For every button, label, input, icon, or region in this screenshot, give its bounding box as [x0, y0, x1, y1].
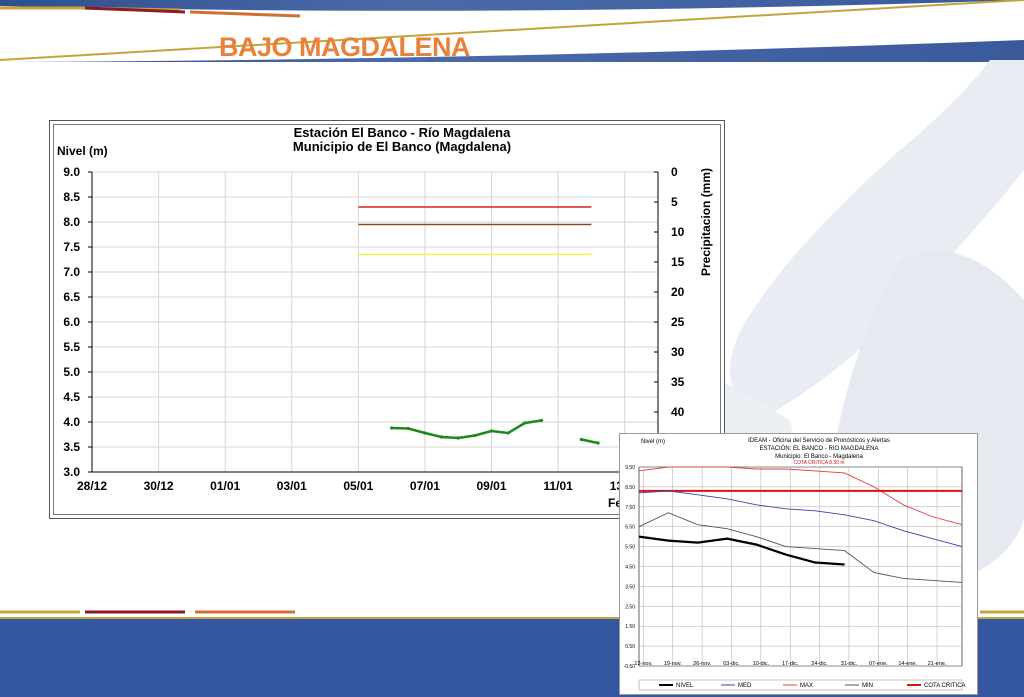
- inset-legend-box: [638, 679, 963, 691]
- inset-legend-label: COTA CRITICA: [924, 683, 966, 689]
- y2-tick-label: 30: [671, 345, 685, 359]
- inset-critical-label: COTA CRITICA 8.30 m: [793, 460, 844, 466]
- page-title: BAJO MAGDALENA: [219, 32, 471, 62]
- inset-series-nivel: [638, 535, 845, 566]
- level-point: [423, 431, 427, 435]
- inset-y-tick: 1.50: [625, 624, 635, 630]
- inset-y-tick: 6.50: [625, 525, 635, 531]
- y-tick-label: 9.0: [63, 165, 80, 179]
- y-tick-label: 5.0: [63, 365, 80, 379]
- inset-legend-label: MIN: [862, 683, 873, 689]
- y-tick-label: 3.5: [63, 440, 80, 454]
- y2-tick-label: 40: [671, 405, 685, 419]
- x-tick-label: 07/01: [410, 479, 440, 493]
- x-tick-label: 30/12: [144, 479, 174, 493]
- inset-header: IDEAM - Oficina del Servicio de Pronósti…: [748, 438, 890, 444]
- inset-chart: Nivel (m) IDEAM - Oficina del Servicio d…: [624, 438, 966, 691]
- x-tick-label: 09/01: [477, 479, 507, 493]
- y-tick-label: 5.5: [63, 340, 80, 354]
- level-point: [489, 429, 494, 433]
- inset-x-tick: 19-nov.: [664, 661, 682, 667]
- inset-y-tick: 4.50: [625, 565, 635, 571]
- y-tick-label: 8.5: [63, 190, 80, 204]
- chart-title: Estación El Banco - Río Magdalena: [294, 125, 511, 140]
- inset-series-max: [638, 466, 963, 526]
- y2-tick-label: 20: [671, 285, 685, 299]
- y-tick-label: 8.0: [63, 215, 80, 229]
- chart-subtitle: Municipio de El Banco (Magdalena): [293, 139, 511, 154]
- x-tick-label: 11/01: [543, 479, 573, 493]
- inset-y-tick: 9.50: [625, 465, 635, 471]
- x-tick-label: 05/01: [343, 479, 373, 493]
- inset-municipality: Municipio: El Banco - Magdalena: [775, 454, 863, 460]
- inset-x-tick: 14-ene.: [898, 661, 917, 667]
- y-axis-label: Nivel (m): [57, 144, 108, 158]
- y-tick-label: 6.0: [63, 315, 80, 329]
- level-series-line: [581, 438, 599, 445]
- level-series-line: [391, 419, 542, 440]
- y2-axis-label: Precipitacion (mm): [699, 168, 713, 276]
- inset-x-tick: 03-dic.: [723, 661, 740, 667]
- inset-x-tick: 31-dic.: [841, 661, 858, 667]
- inset-y-tick: 3.50: [625, 584, 635, 590]
- x-tick-label: 28/12: [77, 479, 107, 493]
- inset-y-tick: 7.50: [625, 505, 635, 511]
- level-point: [390, 426, 394, 430]
- x-axis-label: Fe: [608, 496, 622, 510]
- y-tick-label: 4.5: [63, 390, 80, 404]
- y2-tick-label: 35: [671, 375, 685, 389]
- x-tick-label: 01/01: [210, 479, 240, 493]
- inset-station: ESTACIÓN: EL BANCO - RIO MAGDALENA: [759, 445, 878, 452]
- level-point: [539, 418, 544, 423]
- inset-x-tick: 26-nov.: [693, 661, 711, 667]
- level-point: [473, 433, 477, 438]
- inset-legend-label: MED: [738, 683, 752, 689]
- inset-series-med: [638, 490, 963, 548]
- y2-tick-label: 10: [671, 225, 685, 239]
- inset-legend-label: MAX: [800, 683, 813, 689]
- inset-x-tick: 12-nov.: [634, 661, 652, 667]
- inset-x-tick: 17-dic.: [782, 661, 799, 667]
- inset-y-tick: -0.50: [624, 664, 636, 670]
- y-tick-label: 6.5: [63, 290, 80, 304]
- inset-y-tick: 5.50: [625, 545, 635, 551]
- inset-y-tick: 0.50: [625, 644, 635, 650]
- level-point: [523, 421, 527, 425]
- inset-legend-label: NIVEL: [676, 683, 694, 689]
- inset-y-tick: 8.50: [625, 485, 635, 491]
- y-tick-label: 7.5: [63, 240, 80, 254]
- y2-tick-label: 15: [671, 255, 685, 269]
- y2-tick-label: 5: [671, 195, 678, 209]
- y-tick-label: 7.0: [63, 265, 80, 279]
- inset-x-tick: 21-ene.: [928, 661, 947, 667]
- inset-y-tick: 2.50: [625, 604, 635, 610]
- chart-inner-border: [53, 124, 721, 515]
- inset-y-label: Nivel (m): [641, 439, 665, 445]
- y-tick-label: 4.0: [63, 415, 80, 429]
- level-point: [579, 437, 584, 442]
- inset-series-min: [638, 512, 963, 583]
- chart-frame: [49, 120, 725, 519]
- y2-tick-label: 25: [671, 315, 685, 329]
- inset-x-tick: 07-ene.: [869, 661, 888, 667]
- level-point: [406, 426, 410, 431]
- level-point: [506, 431, 510, 435]
- x-tick-label: 03/01: [277, 479, 307, 493]
- inset-x-tick: 24-dic.: [811, 661, 828, 667]
- level-point: [439, 435, 444, 439]
- level-point: [456, 436, 460, 440]
- y-tick-label: 3.0: [63, 465, 80, 479]
- y2-tick-label: 0: [671, 165, 678, 179]
- inset-x-tick: 10-dic.: [753, 661, 770, 667]
- level-point: [596, 441, 600, 445]
